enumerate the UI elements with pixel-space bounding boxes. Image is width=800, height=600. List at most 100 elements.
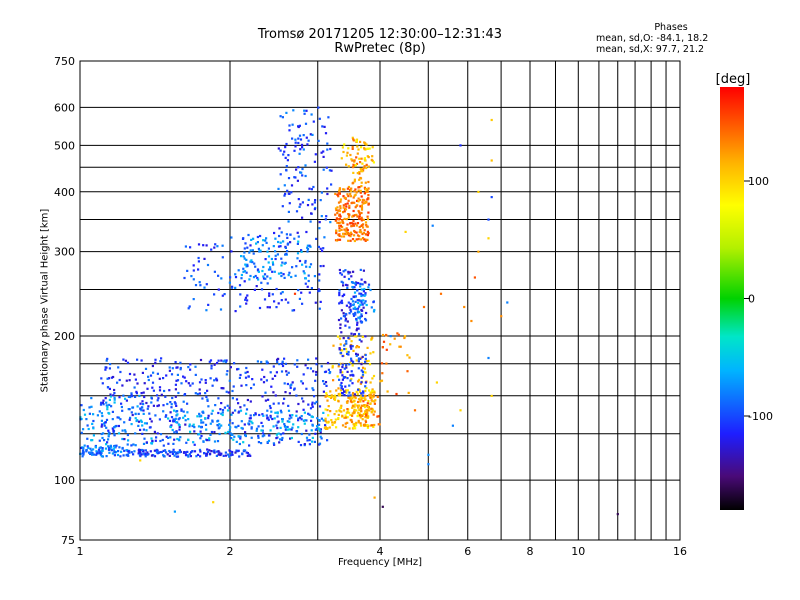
- data-point: [293, 237, 296, 240]
- data-point: [352, 171, 355, 174]
- data-point: [350, 419, 353, 422]
- data-point: [145, 422, 148, 425]
- data-point: [180, 409, 183, 412]
- data-point: [340, 387, 343, 390]
- data-point: [257, 425, 260, 428]
- data-point: [347, 195, 350, 198]
- data-point: [154, 358, 157, 361]
- data-point: [361, 294, 365, 297]
- data-point: [300, 171, 303, 174]
- data-point: [354, 313, 357, 316]
- data-point: [301, 167, 304, 171]
- data-point: [351, 364, 354, 367]
- data-point: [227, 391, 230, 394]
- data-point: [359, 285, 362, 288]
- data-point: [286, 428, 289, 431]
- data-point: [284, 391, 287, 394]
- data-point: [171, 428, 174, 432]
- data-point: [290, 428, 293, 431]
- data-point: [137, 420, 141, 423]
- data-point: [113, 450, 116, 453]
- data-point: [364, 360, 367, 363]
- data-point: [118, 446, 121, 449]
- data-point: [142, 449, 145, 452]
- data-point: [345, 218, 348, 221]
- data-point: [360, 314, 363, 318]
- data-point: [173, 438, 176, 441]
- data-point: [113, 398, 116, 401]
- data-point: [292, 109, 295, 112]
- data-point: [347, 234, 351, 237]
- data-point: [306, 244, 309, 247]
- data-point: [159, 360, 162, 363]
- data-point: [264, 239, 267, 242]
- data-point: [353, 214, 356, 217]
- data-point: [352, 163, 355, 166]
- data-point: [263, 298, 267, 301]
- data-point: [118, 396, 121, 399]
- data-point: [257, 270, 260, 273]
- data-point: [354, 396, 357, 400]
- data-point: [337, 413, 340, 416]
- data-point: [359, 315, 362, 318]
- data-point: [359, 167, 362, 171]
- data-point: [343, 275, 346, 278]
- data-point: [158, 377, 161, 380]
- data-point: [102, 399, 105, 402]
- data-point: [221, 411, 224, 414]
- data-point: [165, 374, 168, 377]
- data-point: [186, 454, 189, 457]
- data-point: [365, 387, 368, 390]
- data-point: [267, 255, 271, 258]
- data-point: [355, 346, 358, 349]
- data-point: [360, 288, 363, 291]
- data-point: [339, 406, 342, 409]
- data-point: [349, 400, 352, 403]
- data-point: [117, 416, 121, 419]
- data-point: [238, 455, 241, 458]
- data-point: [126, 433, 129, 437]
- data-point: [304, 259, 307, 263]
- data-point: [255, 242, 258, 245]
- data-point: [260, 288, 264, 291]
- data-point: [328, 371, 331, 375]
- data-point: [89, 451, 92, 455]
- data-point: [357, 357, 360, 360]
- data-point: [80, 417, 83, 421]
- data-point: [320, 191, 323, 194]
- data-point: [237, 367, 240, 371]
- data-point: [367, 187, 370, 190]
- data-point: [352, 314, 356, 317]
- data-point: [175, 421, 178, 424]
- data-point: [120, 450, 123, 453]
- data-point: [346, 284, 349, 287]
- data-point: [189, 368, 192, 371]
- data-point: [281, 116, 284, 119]
- data-point: [318, 307, 321, 310]
- data-point: [334, 207, 338, 210]
- data-point: [326, 142, 329, 145]
- data-point: [349, 192, 352, 196]
- data-point: [150, 442, 153, 445]
- data-point: [261, 368, 264, 371]
- data-point: [353, 286, 356, 289]
- data-point: [135, 392, 138, 395]
- data-point: [272, 365, 275, 368]
- data-point: [360, 369, 363, 372]
- data-point: [358, 390, 361, 393]
- data-point: [299, 416, 302, 419]
- data-point: [314, 379, 317, 382]
- data-point: [366, 225, 369, 228]
- data-point: [355, 162, 359, 165]
- data-point: [187, 382, 190, 385]
- data-point: [413, 409, 417, 412]
- data-point: [341, 220, 344, 223]
- data-point: [178, 424, 181, 427]
- data-point: [341, 349, 344, 352]
- data-point: [101, 436, 104, 440]
- data-point: [209, 422, 212, 425]
- data-point: [103, 439, 106, 442]
- data-point: [360, 211, 363, 215]
- data-point: [156, 372, 159, 375]
